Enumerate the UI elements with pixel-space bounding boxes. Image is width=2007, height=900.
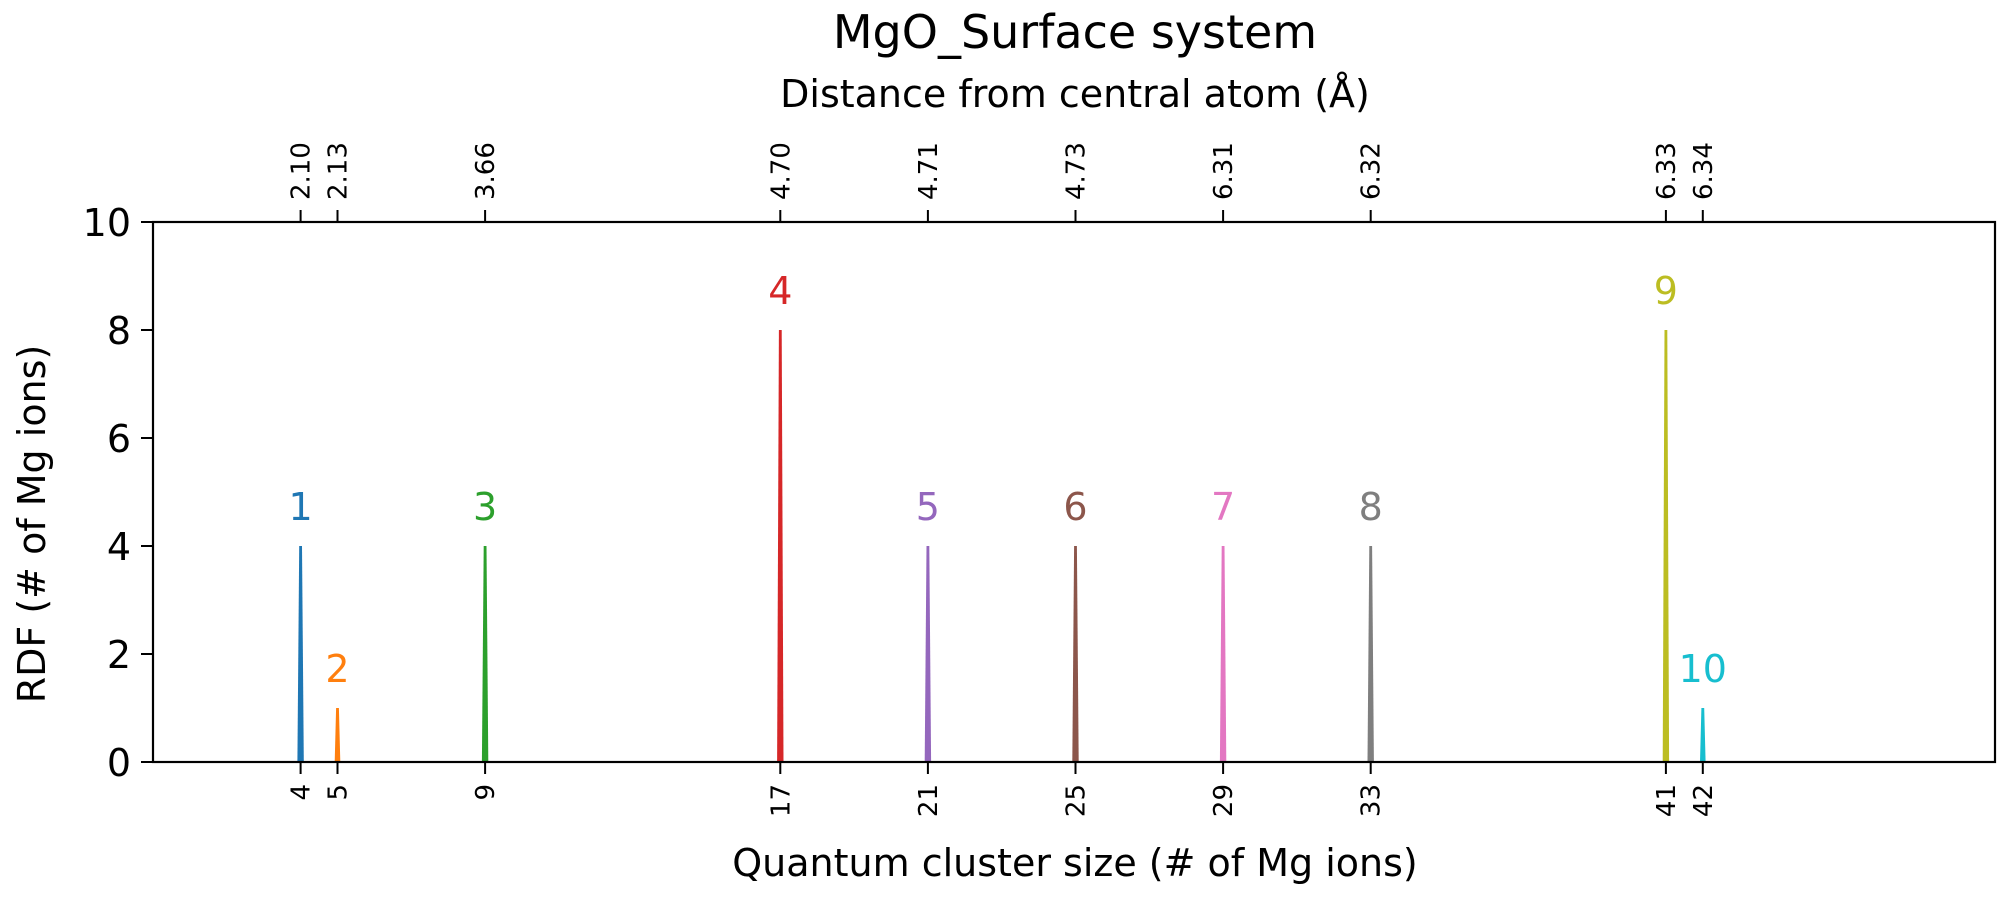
- y-axis-label: RDF (# of Mg ions): [10, 345, 54, 704]
- rdf-peak: [1219, 546, 1227, 762]
- bottom-tick-label: 9: [471, 784, 501, 801]
- bottom-tick-label: 21: [914, 784, 944, 817]
- top-tick-label: 4.70: [766, 142, 796, 200]
- y-tick-label: 6: [107, 417, 131, 461]
- top-tick-label: 6.33: [1652, 142, 1682, 200]
- y-tick-label: 10: [83, 201, 131, 245]
- bottom-tick-label: 5: [324, 784, 354, 801]
- rdf-peak: [334, 708, 341, 762]
- bottom-tick-label: 33: [1357, 784, 1387, 817]
- bottom-tick-label: 17: [766, 784, 796, 817]
- bottom-tick-label: 25: [1062, 784, 1092, 817]
- rdf-peak: [924, 546, 932, 762]
- rdf-peak: [1700, 708, 1706, 762]
- rdf-peaks: 1 2 3 4 5 6 7 8 9 10: [289, 269, 1727, 762]
- bottom-axis-ticks: 4 5 9 17 21 25 29 33 41 42: [287, 762, 1719, 817]
- peak-label: 3: [473, 485, 497, 529]
- top-tick-label: 2.10: [287, 142, 317, 200]
- peak-label: 8: [1359, 485, 1383, 529]
- rdf-peak: [1367, 546, 1374, 762]
- bottom-tick-label: 42: [1689, 784, 1719, 817]
- top-tick-label: 6.34: [1689, 142, 1719, 200]
- bottom-tick-label: 29: [1209, 784, 1239, 817]
- peak-label: 10: [1679, 647, 1727, 691]
- y-tick-label: 8: [107, 309, 131, 353]
- top-tick-label: 3.66: [471, 142, 501, 200]
- top-tick-label: 6.32: [1357, 142, 1387, 200]
- y-tick-label: 0: [107, 741, 131, 785]
- peak-label: 1: [289, 485, 313, 529]
- plot-frame: [151, 220, 1997, 764]
- y-tick-label: 4: [107, 525, 131, 569]
- rdf-peak: [481, 546, 489, 762]
- top-tick-label: 4.73: [1062, 142, 1092, 200]
- rdf-peak: [297, 546, 304, 762]
- top-tick-label: 4.71: [914, 142, 944, 200]
- peak-label: 4: [768, 269, 792, 313]
- peak-label: 2: [325, 647, 349, 691]
- y-axis-ticks: 0 2 4 6 8 10: [83, 201, 153, 785]
- rdf-peak: [1072, 546, 1079, 762]
- rdf-peak: [1662, 330, 1670, 762]
- bottom-tick-label: 4: [287, 784, 317, 801]
- rdf-peak: [777, 330, 784, 762]
- y-tick-label: 2: [107, 633, 131, 677]
- x-axis-label: Quantum cluster size (# of Mg ions): [732, 841, 1417, 885]
- peak-label: 7: [1211, 485, 1235, 529]
- bottom-tick-label: 41: [1652, 784, 1682, 817]
- peak-label: 5: [916, 485, 940, 529]
- peak-label: 9: [1654, 269, 1678, 313]
- peak-label: 6: [1063, 485, 1087, 529]
- top-axis-ticks: 2.10 2.13 3.66 4.70 4.71 4.73 6.31 6.32 6.33 6.34: [287, 142, 1719, 222]
- top-axis-label: Distance from central atom (Å): [780, 72, 1370, 116]
- chart-title: MgO_Surface system: [833, 5, 1317, 59]
- top-tick-label: 6.31: [1209, 142, 1239, 200]
- top-tick-label: 2.13: [324, 142, 354, 200]
